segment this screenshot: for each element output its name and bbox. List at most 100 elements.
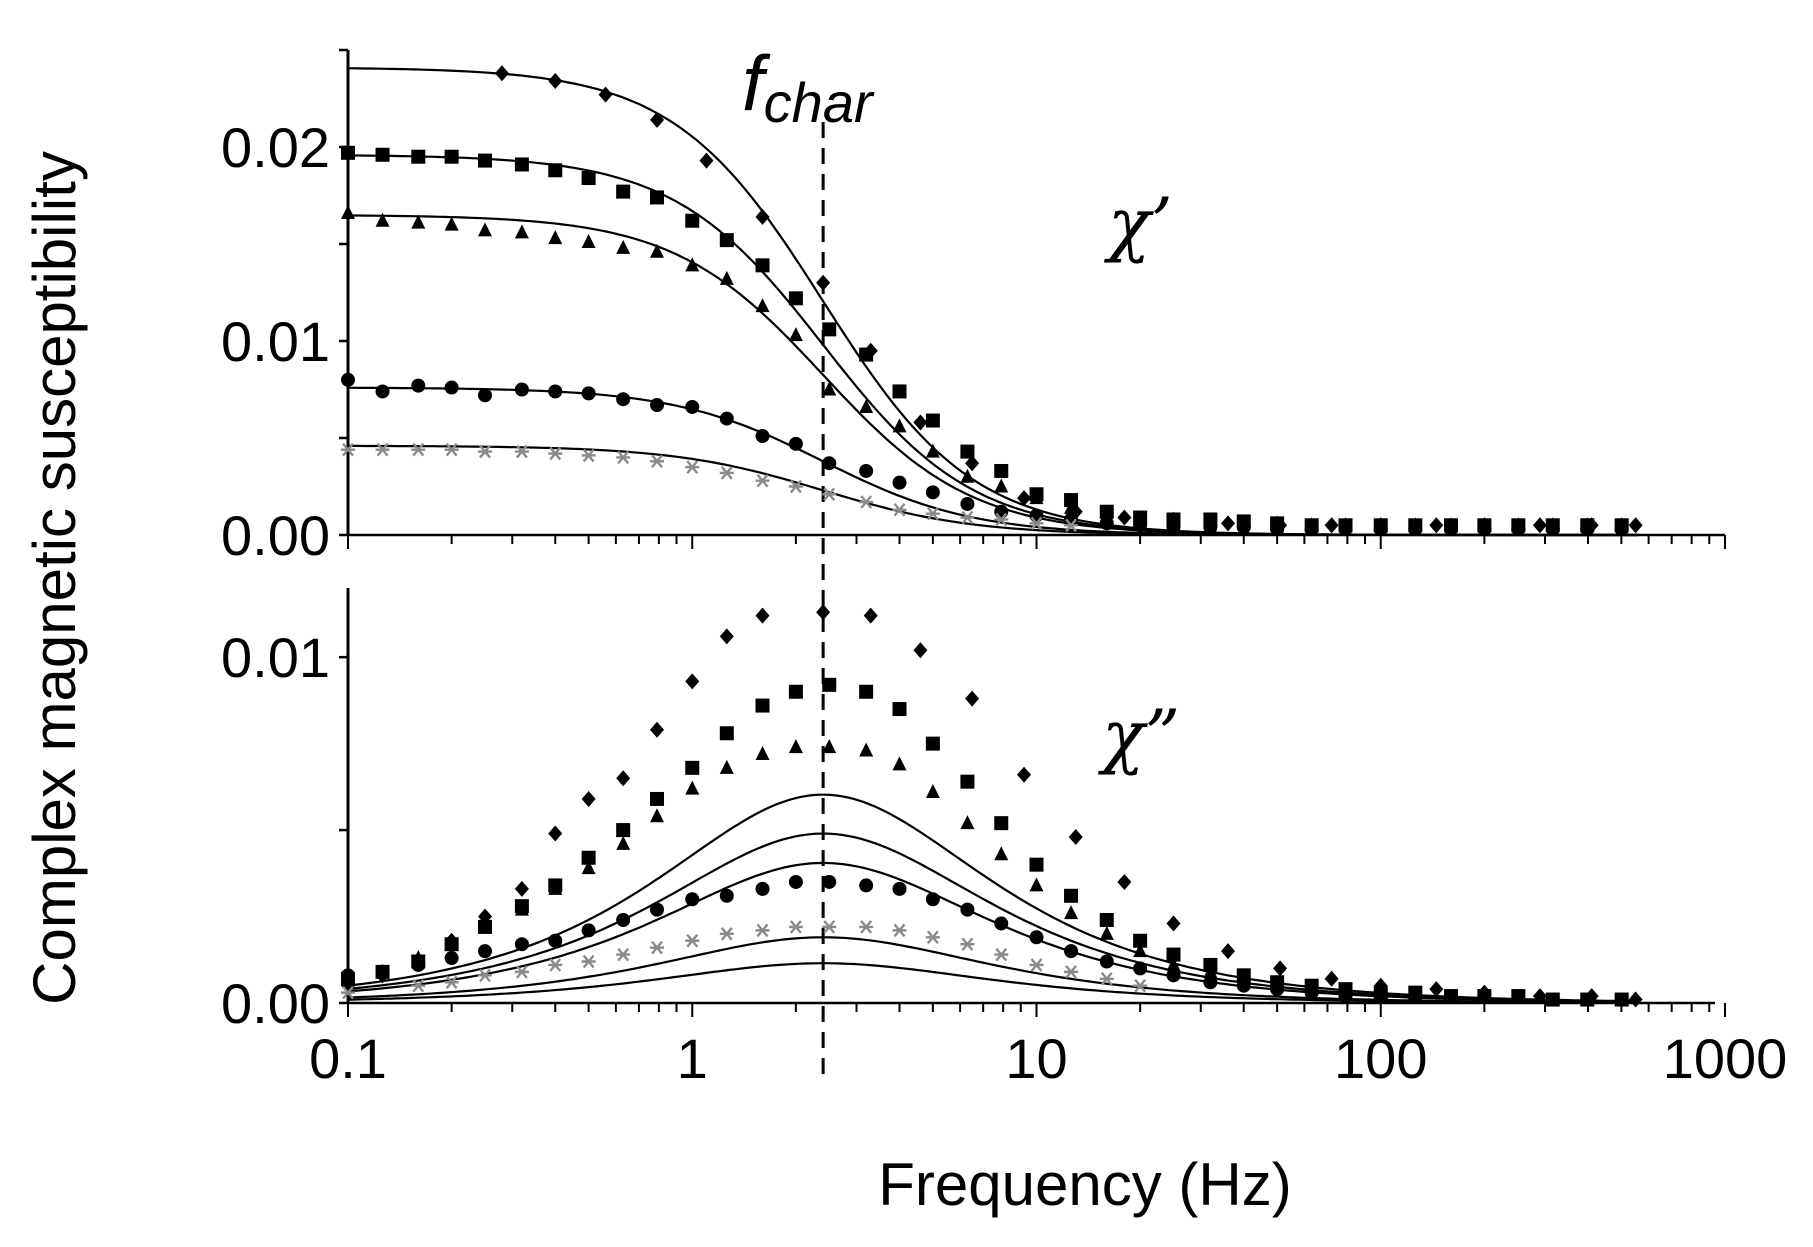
data-point-square [341,145,355,160]
data-point-triangle [994,478,1009,493]
data-point-square [581,171,596,186]
data-point-triangle [788,739,803,754]
data-point-diamond [1117,509,1132,526]
data-point-diamond [1324,970,1339,987]
data-point-circle [616,392,631,407]
data-point-triangle [514,901,529,916]
data-point-triangle [581,860,596,875]
data-point-triangle [1166,956,1181,971]
markers-layer [341,65,1643,1008]
data-point-star [685,460,700,474]
data-point-circle [650,902,665,917]
data-point-square [822,322,837,337]
data-point-triangle [1064,499,1079,514]
data-point-square [477,153,492,168]
data-point-circle [548,384,563,399]
data-point-star [1099,972,1114,986]
data-point-triangle [444,936,459,951]
data-point-square [925,413,940,428]
fit-curve-chi-prime-diamond [348,67,1639,537]
data-point-triangle [616,835,631,850]
data-point-circle [1099,516,1114,531]
data-point-square [1614,992,1629,1007]
data-point-triangle [444,216,459,231]
data-point-diamond [719,628,734,645]
data-point-square [1477,989,1492,1004]
data-point-circle [822,874,837,889]
data-point-diamond [1166,915,1181,932]
data-point-diamond [1324,517,1339,534]
data-point-circle [1444,522,1459,537]
data-point-triangle [719,270,734,285]
data-point-star [341,442,355,457]
data-point-square [859,347,874,362]
x-tick-label: 1000 [1663,1027,1788,1090]
data-point-square [788,684,803,699]
data-point-triangle [477,918,492,933]
y-tick-label: 0.01 [221,310,330,373]
data-point-diamond [1429,981,1444,998]
data-point-circle [581,923,596,938]
data-point-star [994,947,1009,962]
data-point-triangle [1203,963,1218,978]
data-point-diamond [616,770,631,787]
data-point-triangle [411,214,426,229]
data-point-triangle [859,398,874,413]
data-point-star [581,448,596,463]
data-point-diamond [1532,988,1547,1005]
data-point-circle [1166,520,1181,535]
data-point-star [719,927,734,941]
data-point-star [685,933,700,948]
data-point-star [581,954,596,969]
data-point-star [548,446,563,461]
data-point-circle [1580,522,1595,537]
data-point-triangle [755,746,770,760]
data-point-square [1511,989,1526,1004]
fit-curve-chi-prime-star [348,444,1639,537]
data-point-circle [444,951,459,966]
data-point-square [892,702,907,717]
data-point-circle [375,964,390,979]
fit-curve-chi-prime-triangle [348,214,1639,537]
data-point-diamond [598,86,613,103]
data-point-triangle [581,234,596,249]
data-point-star [1029,516,1044,531]
data-point-circle [859,878,874,893]
data-point-diamond [1221,515,1236,532]
data-point-circle [685,399,700,414]
data-point-circle [755,429,770,444]
data-point-star [477,968,492,983]
data-point-circle [514,382,529,397]
y-axis-label: Complex magnetic susceptibility [21,151,88,1005]
data-point-diamond [548,825,563,842]
data-point-triangle [892,756,907,771]
data-point-triangle [960,468,975,483]
data-point-triangle [994,846,1009,861]
data-point-diamond [581,790,596,807]
data-point-square [1408,985,1423,1000]
data-point-circle [341,372,355,387]
data-point-star [616,450,631,465]
data-point-diamond [1628,517,1643,534]
data-point-circle [1270,522,1285,537]
data-point-square [822,677,837,692]
data-point-diamond [1429,517,1444,534]
data-point-triangle [822,381,837,396]
data-point-triangle [925,784,940,799]
data-point-star [755,473,770,488]
fit-curve-chi-prime-square [347,154,1639,537]
fit-curve-chi-double-prime-triangle [347,861,1639,1003]
data-point-circle [1545,522,1560,537]
data-point-diamond [913,642,928,659]
data-point-triangle [859,742,874,757]
data-point-circle [994,504,1009,519]
data-point-circle [1236,520,1251,535]
data-point-triangle [1099,925,1114,940]
data-point-circle [1099,954,1114,969]
data-point-star [411,978,426,993]
data-point-star [444,442,459,457]
data-point-circle [994,916,1009,931]
data-point-triangle [375,212,390,227]
data-point-square [1166,947,1181,962]
data-point-circle [822,456,837,471]
